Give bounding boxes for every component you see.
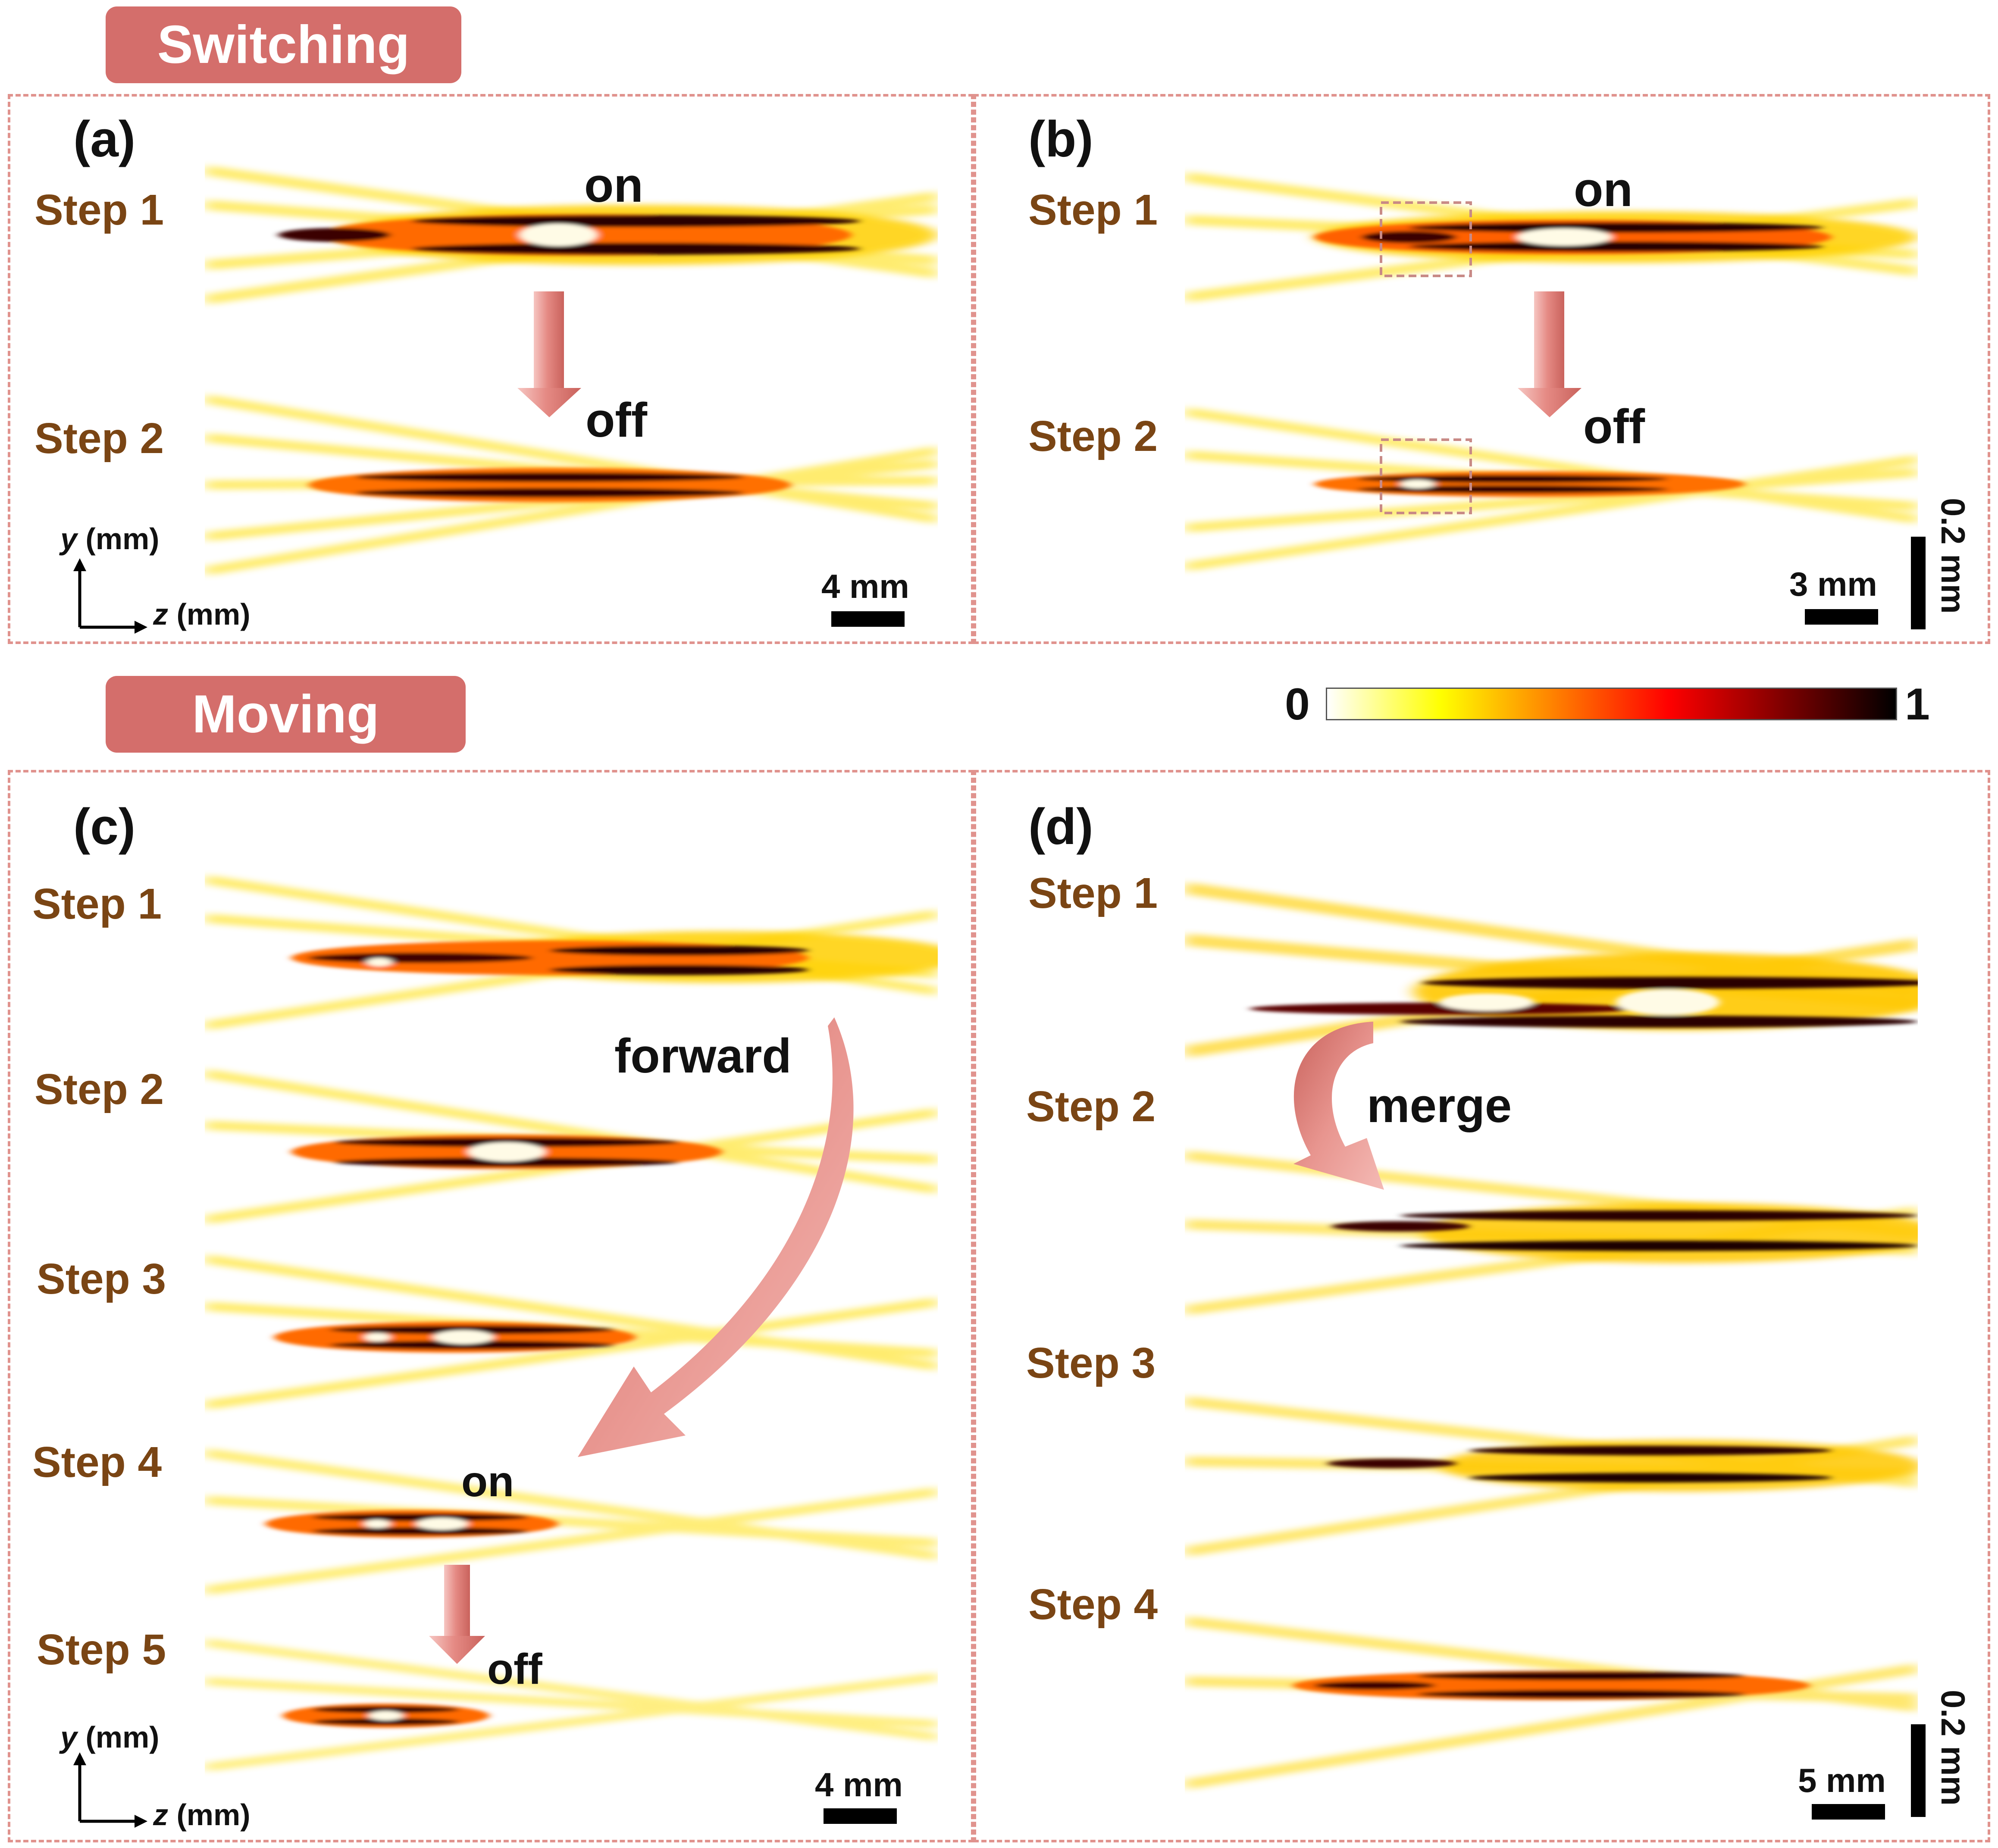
panel-c-y-axis-label: y (mm) (60, 1720, 160, 1754)
z-symbol: z (153, 597, 168, 631)
panel-a-step2-plot (205, 381, 938, 584)
panel-a-off-label: off (586, 393, 648, 447)
panel-b-scalebar (1805, 609, 1878, 625)
panel-c-step3-plot (205, 1241, 938, 1418)
panel-d-merge-label: merge (1367, 1079, 1512, 1132)
panel-b-off-label: off (1583, 400, 1645, 453)
y-unit: (mm) (85, 522, 160, 556)
panel-b-vscalebar-label: 0.2 mm (1934, 498, 1972, 614)
panel-d-step3-label: Step 3 (1026, 1339, 1156, 1387)
moving-section-label: Moving (106, 676, 466, 753)
panel-c-step3-label: Step 3 (37, 1255, 166, 1303)
panel-a-on-label: on (584, 158, 643, 212)
z-unit: (mm) (176, 597, 251, 631)
panel-d-step4-plot (1185, 1595, 1918, 1802)
y-unit: (mm) (85, 1720, 160, 1754)
panel-b-step1-label: Step 1 (1028, 186, 1158, 234)
panel-d-scalebar-label: 5 mm (1798, 1761, 1886, 1799)
panel-d-tag: (d) (1028, 798, 1093, 855)
panel-c-frame (8, 770, 974, 1842)
panel-c-forward-label: forward (614, 1029, 792, 1083)
panel-a-y-axis-label: y (mm) (60, 522, 160, 556)
panel-d-vscalebar (1911, 1724, 1926, 1817)
panel-c-tag: (c) (73, 798, 136, 855)
panel-a-step2-label: Step 2 (34, 414, 164, 463)
panel-c-step4-label: Step 4 (32, 1438, 162, 1486)
panel-b-frame (974, 94, 1990, 644)
panel-b-step2-label: Step 2 (1028, 412, 1158, 460)
panel-b-tag: (b) (1028, 111, 1093, 168)
panel-d-step2-label: Step 2 (1026, 1082, 1156, 1131)
panel-c-step2-label: Step 2 (34, 1065, 164, 1113)
panel-b-vscalebar (1911, 537, 1926, 629)
panel-c-off-label: off (487, 1645, 542, 1693)
panel-a-scalebar-label: 4 mm (821, 567, 909, 605)
panel-d-step1-label: Step 1 (1028, 869, 1158, 917)
switching-section-label: Switching (106, 6, 461, 83)
panel-c-step1-plot (205, 862, 938, 1043)
panel-a-step1-label: Step 1 (34, 186, 164, 234)
panel-d-step2-plot (1185, 1138, 1918, 1323)
panel-d-frame (974, 770, 1990, 1842)
panel-d-step3-plot (1185, 1375, 1918, 1560)
panel-c-z-axis-label: z (mm) (153, 1798, 251, 1832)
panel-a-scalebar (831, 611, 905, 627)
panel-b-scalebar-label: 3 mm (1789, 565, 1877, 603)
colorbar (1326, 688, 1897, 720)
panel-a-frame (8, 94, 974, 644)
panel-d-step4-label: Step 4 (1028, 1580, 1158, 1629)
z-symbol: z (153, 1798, 168, 1832)
panel-c-on-label: on (461, 1457, 514, 1506)
panel-b-step1-plot (1185, 134, 1918, 338)
panel-a-step1-plot (205, 131, 938, 338)
colorbar-min-label: 0 (1285, 679, 1310, 729)
panel-a-z-axis-label: z (mm) (153, 597, 251, 632)
y-symbol: y (60, 522, 77, 556)
panel-c-step4-plot (205, 1435, 938, 1608)
panel-b-on-label: on (1574, 163, 1633, 216)
y-symbol: y (60, 1720, 77, 1754)
panel-c-step5-label: Step 5 (37, 1626, 166, 1674)
panel-c-step2-plot (205, 1056, 938, 1233)
panel-d-step1-plot (1185, 862, 1918, 1095)
panel-a-tag: (a) (73, 111, 136, 168)
panel-d-scalebar (1812, 1804, 1885, 1820)
panel-c-scalebar (824, 1808, 897, 1824)
panel-c-step1-label: Step 1 (32, 880, 162, 928)
colorbar-max-label: 1 (1905, 679, 1930, 729)
panel-c-scalebar-label: 4 mm (815, 1766, 903, 1804)
panel-d-vscalebar-label: 0.2 mm (1934, 1690, 1972, 1806)
z-unit: (mm) (176, 1798, 251, 1832)
panel-c-step5-plot (205, 1621, 938, 1785)
panel-b-step2-plot (1185, 386, 1918, 588)
